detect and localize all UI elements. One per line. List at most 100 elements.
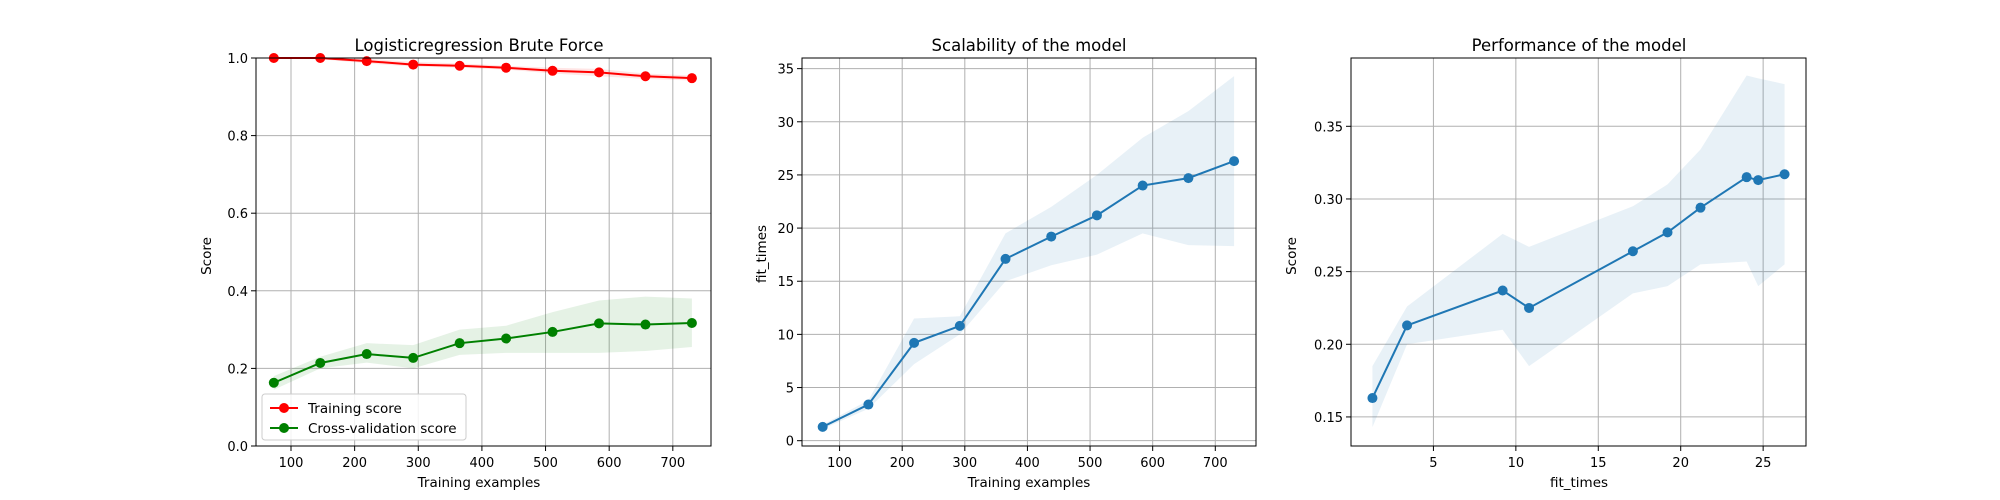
learning-curve-point [547, 326, 558, 337]
performance-title: Performance of the model [1472, 36, 1687, 55]
learning-curve-point [686, 73, 697, 84]
learning-curve-point [640, 319, 651, 330]
performance-panel: 5 10 15 20 25 0.15 0.20 0.25 0.30 0.35 Performanc… [1284, 36, 1807, 491]
learning-curve-series-line-0 [273, 57, 692, 80]
learning-curve-series-line-1 [273, 322, 692, 384]
learning-curve-legend-label: Cross-validation score [308, 421, 457, 437]
scalability-ytick-label: 35 [777, 63, 794, 78]
scalability-xtick-label: 600 [1140, 456, 1165, 471]
scalability-point [863, 399, 874, 410]
scalability-point [1137, 180, 1148, 191]
performance-point [1402, 320, 1413, 331]
performance-point [1741, 172, 1752, 183]
learning-curve-legend-swatch-marker [279, 423, 289, 433]
performance-ytick-label: 0.35 [1314, 120, 1343, 135]
scalability-point [1046, 231, 1057, 242]
learning-curve-point [408, 352, 419, 363]
performance-plot-area: 5 10 15 20 25 0.15 0.20 0.25 0.30 0.35 [1314, 57, 1807, 471]
learning-curve-ytick-label: 0.2 [227, 362, 248, 377]
scalability-ytick-label: 15 [777, 275, 794, 290]
learning-curve-plot-area: 100 200 300 400 500 600 700 0.0 0.2 0.4 0.6 0.8 1.0 T… [227, 52, 712, 471]
scalability-ytick-label: 5 [786, 382, 794, 397]
learning-curve-xtick-label: 700 [660, 456, 685, 471]
performance-point [1662, 227, 1673, 238]
learning-curve-legend-swatch-marker [279, 403, 289, 413]
scalability-xtick-label: 700 [1203, 456, 1228, 471]
performance-xtick-label: 25 [1755, 456, 1772, 471]
learning-curve-point [315, 357, 326, 368]
learning-curve-point [454, 60, 465, 71]
learning-curve-point [501, 333, 512, 344]
learning-curve-xtick-label: 400 [469, 456, 494, 471]
learning-curve-band-1 [273, 296, 692, 390]
learning-curve-point [361, 56, 372, 67]
learning-curve-ylabel: Score [199, 237, 215, 275]
learning-curve-ytick-label: 0.4 [227, 285, 248, 300]
learning-curve-xtick-label: 500 [533, 456, 558, 471]
performance-axes-frame [1350, 57, 1807, 447]
scalability-title: Scalability of the model [932, 36, 1127, 55]
learning-curve-point [361, 349, 372, 360]
performance-point [1524, 302, 1535, 313]
scalability-xlabel: Training examples [967, 475, 1091, 491]
performance-point [1627, 246, 1638, 257]
learning-curve-point [501, 62, 512, 73]
learning-curve-legend-box [261, 393, 467, 441]
learning-curve-band-0 [273, 58, 692, 81]
learning-curve-point [640, 71, 651, 82]
scalability-xtick-label: 100 [827, 456, 852, 471]
scalability-band-0 [822, 76, 1235, 429]
learning-curve-legend: Training score Cross-validation score [261, 393, 467, 441]
learning-curve-point [268, 377, 279, 388]
learning-curve-point [547, 65, 558, 76]
learning-curve-xtick-label: 300 [406, 456, 431, 471]
performance-xtick-label: 20 [1672, 456, 1689, 471]
scalability-xtick-label: 200 [890, 456, 915, 471]
performance-point [1367, 393, 1378, 404]
performance-xtick-label: 10 [1508, 456, 1525, 471]
scalability-xtick-label: 300 [952, 456, 977, 471]
scalability-xtick-label: 500 [1078, 456, 1103, 471]
learning-curve-panel: 100 200 300 400 500 600 700 0.0 0.2 0.4 0.6 0.8 1.0 T… [199, 36, 712, 491]
performance-point [1779, 169, 1790, 180]
scalability-ytick-label: 20 [777, 222, 794, 237]
learning-curve-point [408, 59, 419, 70]
scalability-point [1183, 173, 1194, 184]
learning-curve-xtick-label: 600 [597, 456, 622, 471]
scalability-series-line-0 [822, 160, 1235, 428]
learning-curve-xlabel: Training examples [417, 475, 541, 491]
performance-point [1753, 175, 1764, 186]
learning-curve-xtick-label: 200 [342, 456, 367, 471]
scalability-point [954, 320, 965, 331]
scalability-point [1229, 156, 1240, 167]
learning-curve-point [454, 338, 465, 349]
performance-xlabel: fit_times [1550, 475, 1608, 491]
performance-ytick-label: 0.15 [1314, 411, 1343, 426]
scalability-ytick-label: 0 [786, 435, 794, 450]
learning-curve-point [594, 67, 604, 78]
scalability-point [1000, 253, 1011, 264]
scalability-xtick-label: 400 [1015, 456, 1040, 471]
scalability-point [1091, 210, 1102, 221]
performance-ytick-label: 0.30 [1314, 193, 1343, 208]
learning-curve-ytick-label: 0.0 [227, 440, 248, 455]
learning-curve-point [686, 318, 697, 329]
performance-series-line-0 [1371, 173, 1785, 399]
performance-band-0 [1372, 75, 1785, 428]
scalability-plot-area: 100 200 300 400 500 600 700 0 5 10 15 20 25 30 35 [777, 57, 1257, 471]
scalability-panel: 100 200 300 400 500 600 700 0 5 10 15 20 25 30 35 Scal… [754, 36, 1257, 491]
performance-point [1497, 285, 1508, 296]
scalability-ytick-label: 25 [777, 169, 794, 184]
scalability-point [817, 421, 828, 432]
performance-ytick-label: 0.25 [1314, 266, 1343, 281]
learning-curve-ytick-label: 0.8 [227, 130, 248, 145]
scalability-ylabel: fit_times [754, 225, 770, 283]
performance-ylabel: Score [1284, 237, 1300, 275]
scalability-axes-frame [801, 57, 1257, 447]
scalability-ytick-label: 10 [777, 328, 794, 343]
learning-curve-title: Logisticregression Brute Force [354, 36, 603, 55]
performance-point [1695, 202, 1706, 213]
learning-curve-point [594, 318, 604, 329]
performance-xtick-label: 15 [1590, 456, 1607, 471]
